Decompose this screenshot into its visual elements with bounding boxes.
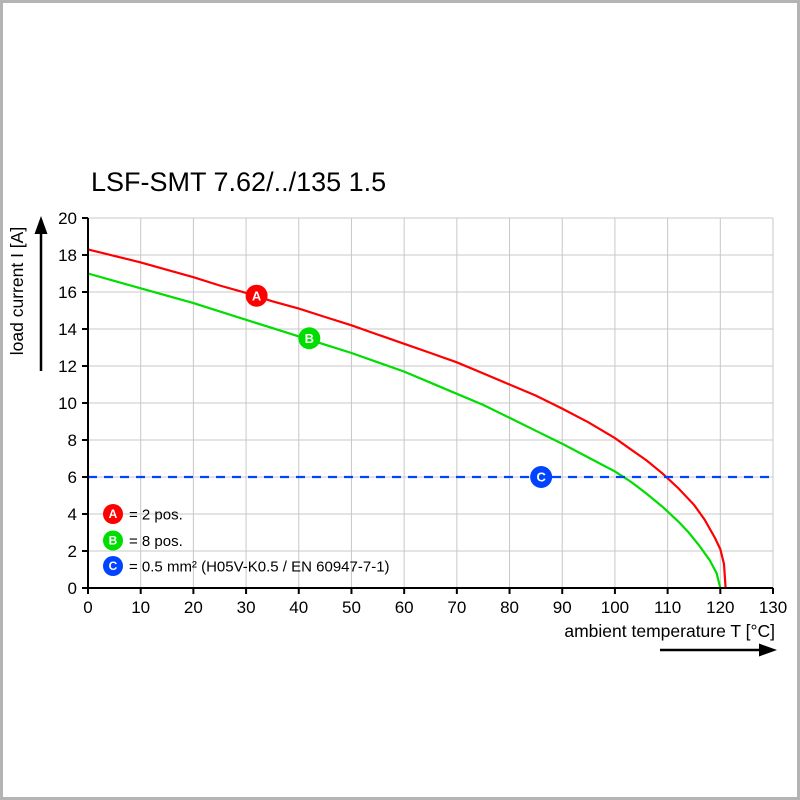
derating-chart: LSF-SMT 7.62/../135 1.5 0 10 20 30 40 50 60 70 8… [7,167,787,657]
y-tick-label: 20 [58,209,77,228]
marker-A [245,284,268,307]
x-tick-label: 10 [131,598,150,617]
x-tick-label: 40 [289,598,308,617]
y-axis-label: load current I [A] [7,227,27,355]
y-axis-arrow-icon [34,216,48,371]
x-tick-label: 30 [237,598,256,617]
chart-title: LSF-SMT 7.62/../135 1.5 [91,167,386,197]
legend-badge-letter-C: C [109,559,118,573]
legend-label-B: = 8 pos. [129,533,183,550]
y-tick-label: 16 [58,283,77,302]
y-tick-label: 8 [68,431,77,450]
x-tick-label: 130 [759,598,787,617]
x-tick-label: 120 [706,598,734,617]
curve-B [87,272,722,589]
marker-B [298,327,321,350]
x-tick-label: 110 [654,598,681,617]
marker-letter-C: C [536,470,546,485]
legend-item-C: C = 0.5 mm² (H05V-K0.5 / EN 60947-7-1) [103,556,390,576]
x-tick-label: 100 [601,598,629,617]
x-tick-label: 70 [447,598,466,617]
legend-badge-letter-A: A [109,507,118,521]
x-tick-label: 60 [395,598,414,617]
x-axis-label: ambient temperature T [°C] [564,621,775,641]
y-tick-label: 18 [58,246,77,265]
y-tick-label: 14 [58,320,77,339]
y-tick-label: 10 [58,394,77,413]
y-tick-label: 2 [68,542,77,561]
x-tick-label: 80 [500,598,519,617]
x-tick-label: 90 [553,598,572,617]
legend-badge-letter-B: B [109,534,118,548]
curve-A [87,248,727,589]
x-tick-label: 50 [342,598,361,617]
legend: A = 2 pos. B = 8 pos. C = 0.5 mm² (H05V-K0.5 … [103,504,390,576]
x-tick-label: 20 [184,598,203,617]
legend-item-B: B = 8 pos. [103,530,183,551]
grid-lines [87,217,774,589]
marker-letter-A: A [252,288,262,303]
legend-badge-A [103,504,123,524]
y-tick-label: 12 [58,357,77,376]
x-axis-arrow-icon [660,643,777,657]
marker-letter-B: B [305,331,314,346]
tick-marks-and-labels: 0 10 20 30 40 50 60 70 80 90 100 110 120 130 0 2 4 6 8 10 12… [58,209,787,617]
data-curves [87,248,773,589]
y-tick-label: 6 [68,468,77,487]
x-tick-label: 0 [83,598,92,617]
legend-label-C: = 0.5 mm² (H05V-K0.5 / EN 60947-7-1) [129,559,390,576]
legend-badge-B [103,530,123,551]
y-tick-label: 0 [68,579,77,598]
y-tick-label: 4 [68,505,77,524]
legend-label-A: = 2 pos. [129,507,183,524]
marker-C [530,466,553,488]
curve-markers: A B C [245,284,553,488]
legend-item-A: A = 2 pos. [103,504,183,524]
legend-badge-C [103,556,123,576]
